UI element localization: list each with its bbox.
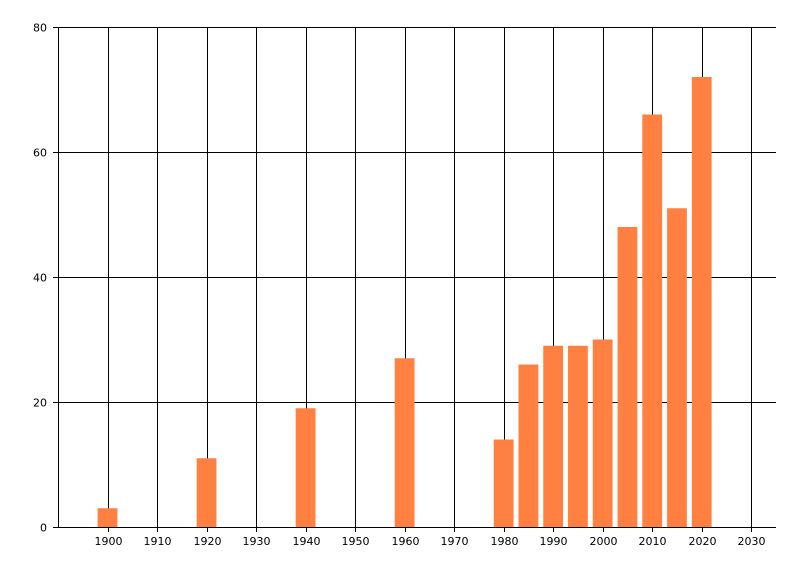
x-tick-label: 1960 bbox=[392, 535, 420, 548]
bar-1940 bbox=[295, 408, 316, 527]
axes bbox=[58, 27, 776, 528]
bar-2010 bbox=[642, 114, 663, 527]
x-tick-label: 2020 bbox=[689, 535, 717, 548]
bar-1900 bbox=[97, 508, 118, 527]
x-tick-label: 1950 bbox=[342, 535, 370, 548]
bar-1990 bbox=[543, 345, 564, 527]
bar-2015 bbox=[667, 208, 687, 527]
x-tick-label: 1900 bbox=[95, 535, 123, 548]
y-tick-label: 20 bbox=[33, 397, 47, 410]
x-tick-label: 1990 bbox=[540, 535, 568, 548]
y-tick-label: 60 bbox=[33, 147, 47, 160]
x-tick-label: 1930 bbox=[243, 535, 271, 548]
bar-2000 bbox=[592, 339, 613, 527]
bar-2020 bbox=[691, 77, 712, 527]
bar-1980 bbox=[493, 439, 514, 527]
bars bbox=[97, 77, 712, 527]
x-tick-label: 2030 bbox=[738, 535, 766, 548]
x-tick-label: 1940 bbox=[293, 535, 321, 548]
bar-1985 bbox=[518, 364, 539, 527]
x-tick-label: 2010 bbox=[639, 535, 667, 548]
bar-1920 bbox=[196, 458, 217, 527]
x-tick-label: 1980 bbox=[491, 535, 519, 548]
bar-1960 bbox=[394, 358, 415, 527]
y-tick-label: 40 bbox=[33, 272, 47, 285]
x-tick-label: 1920 bbox=[194, 535, 222, 548]
x-tick-label: 1970 bbox=[441, 535, 469, 548]
bar-2005 bbox=[617, 227, 638, 527]
y-tick-label: 80 bbox=[33, 22, 47, 35]
bar-1995 bbox=[568, 345, 588, 527]
y-axis-ticks: 0 20 40 60 80 bbox=[33, 22, 58, 535]
y-tick-label: 0 bbox=[40, 522, 47, 535]
x-tick-label: 1910 bbox=[144, 535, 172, 548]
x-axis-ticks: 1900 1910 1920 1930 1940 1950 1960 1970 1980 1990… bbox=[95, 527, 766, 548]
x-tick-label: 2000 bbox=[590, 535, 618, 548]
